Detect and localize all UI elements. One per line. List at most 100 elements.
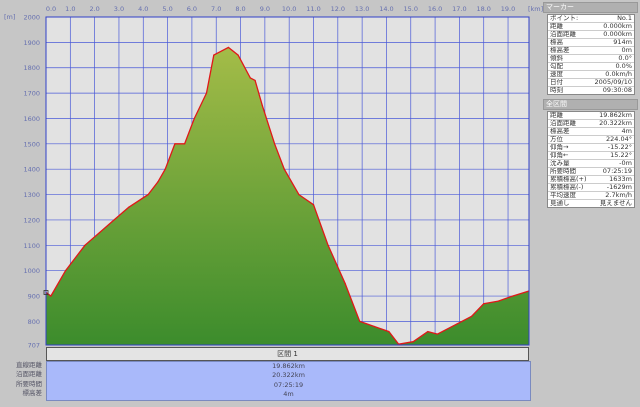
data-point (261, 105, 264, 107)
total-row: 方位 224.04° (548, 136, 634, 144)
row-key: 標高差 (550, 47, 570, 54)
row-value: 2.7km/h (605, 192, 632, 199)
data-point (147, 193, 149, 196)
plot-border (45, 16, 530, 346)
data-point (512, 295, 514, 297)
y-tick-label: 2000 (23, 14, 40, 22)
data-point (427, 330, 429, 333)
label-straight-distance: 直線距離 (16, 361, 42, 369)
x-tick-label: 13.0 (355, 5, 369, 13)
label-duration: 所要時間 (16, 379, 42, 388)
row-value: -1629m (606, 184, 632, 191)
x-tick-label: 18.0 (476, 5, 490, 13)
x-tick-label: 12.0 (331, 5, 345, 13)
total-row: 累積標高(-) -1629m (548, 184, 634, 192)
data-point (113, 219, 115, 221)
section-tab[interactable]: 区間 1 (46, 347, 529, 361)
x-tick-label: 15.0 (404, 5, 418, 13)
marker-row: 勾配 0.0% (548, 63, 634, 71)
total-row: 仰角← 15.22° (548, 152, 634, 160)
x-tick-label: 17.0 (452, 5, 466, 13)
label-surface-distance: 沿面距離 (16, 370, 42, 379)
y-tick-label: 800 (28, 318, 40, 326)
total-panel: 全区間 距離 19.862km 沿面距離 20.322km 標高差 4m 方位 224.04°… (543, 99, 638, 208)
total-row: 標高差 4m (548, 128, 634, 136)
x-tick-label: 16.0 (428, 5, 442, 13)
marker-row: 沿面距離 0.000km (548, 31, 634, 39)
data-point (273, 143, 276, 145)
value-elevation-diff: 4m (283, 389, 294, 398)
row-key: ポイント: (550, 15, 579, 22)
data-point (157, 181, 159, 183)
row-value: 914m (613, 39, 632, 46)
row-value: 4m (621, 128, 632, 135)
data-point (388, 330, 390, 333)
row-key: 標高差 (550, 128, 570, 135)
x-tick-label: 11.0 (306, 5, 320, 13)
total-row: 仰角→ -15.22° (548, 144, 634, 152)
data-point (84, 244, 86, 246)
row-key: 勾配 (550, 63, 563, 70)
x-tick-label: 4.0 (138, 5, 148, 13)
data-point (213, 54, 215, 56)
row-key: 距離 (550, 112, 563, 119)
row-value: 0.0° (618, 55, 632, 62)
x-tick-label: 7.0 (211, 5, 221, 13)
data-point (483, 303, 485, 305)
x-tick-label: 3.0 (114, 5, 124, 13)
data-point (373, 325, 375, 328)
x-tick-label: 2.0 (89, 5, 99, 13)
data-point (327, 244, 329, 246)
row-value: 0.000km (603, 23, 632, 30)
row-key: 方位 (550, 136, 563, 143)
total-row: 沈み量 -0m (548, 160, 634, 168)
y-tick-label: 1900 (23, 39, 40, 47)
x-tick-label: 19.0 (501, 5, 515, 13)
data-point (50, 295, 52, 297)
data-point (456, 323, 458, 325)
data-point (412, 341, 414, 343)
marker-row: 距離 0.000km (548, 23, 634, 31)
data-point (227, 46, 229, 49)
data-point (205, 92, 208, 94)
x-tick-label: 14.0 (379, 5, 393, 13)
total-row: 沿面距離 20.322km (548, 120, 634, 128)
row-key: 沿面距離 (550, 120, 576, 127)
row-key: 見通し (550, 200, 570, 207)
y-tick-label: 1400 (23, 166, 40, 174)
marker-row: 傾斜 0.0° (548, 55, 634, 63)
data-point (164, 168, 166, 170)
marker-point (43, 290, 49, 295)
data-point (174, 143, 176, 145)
row-value: 0m (621, 47, 632, 54)
row-key: 標高 (550, 39, 563, 46)
row-value: 224.04° (606, 136, 632, 143)
row-key: 平均速度 (550, 192, 576, 199)
y-tick-label: 1800 (23, 64, 40, 72)
row-key: 累積標高(-) (550, 184, 584, 191)
row-value: 0.0km/h (605, 71, 632, 78)
data-point (254, 79, 256, 82)
total-row: 見通し 見えません (548, 200, 634, 207)
row-value: 0.000km (603, 31, 632, 38)
y-tick-label: 1700 (23, 90, 40, 98)
marker-title: マーカー (543, 2, 638, 13)
data-point (359, 320, 361, 323)
row-key: 沈み量 (550, 160, 570, 167)
x-tick-label: 5.0 (162, 5, 172, 13)
marker-row: 標高 914m (548, 39, 634, 47)
y-tick-label: 1500 (23, 140, 40, 148)
total-row: 距離 19.862km (548, 112, 634, 120)
data-point (283, 168, 285, 170)
data-point (64, 270, 67, 272)
y-tick-label: 1300 (23, 191, 40, 199)
marker-row: 速度 0.0km/h (548, 71, 634, 79)
total-title: 全区間 (543, 99, 638, 110)
data-point (497, 300, 499, 302)
y-tick-label: 1600 (23, 115, 40, 123)
x-tick-label: 10.0 (282, 5, 296, 13)
row-value: 1633m (609, 176, 632, 183)
y-axis-label: [m] (4, 13, 15, 21)
total-row: 平均速度 2.7km/h (548, 192, 634, 200)
label-elevation-diff: 標高差 (22, 388, 43, 397)
